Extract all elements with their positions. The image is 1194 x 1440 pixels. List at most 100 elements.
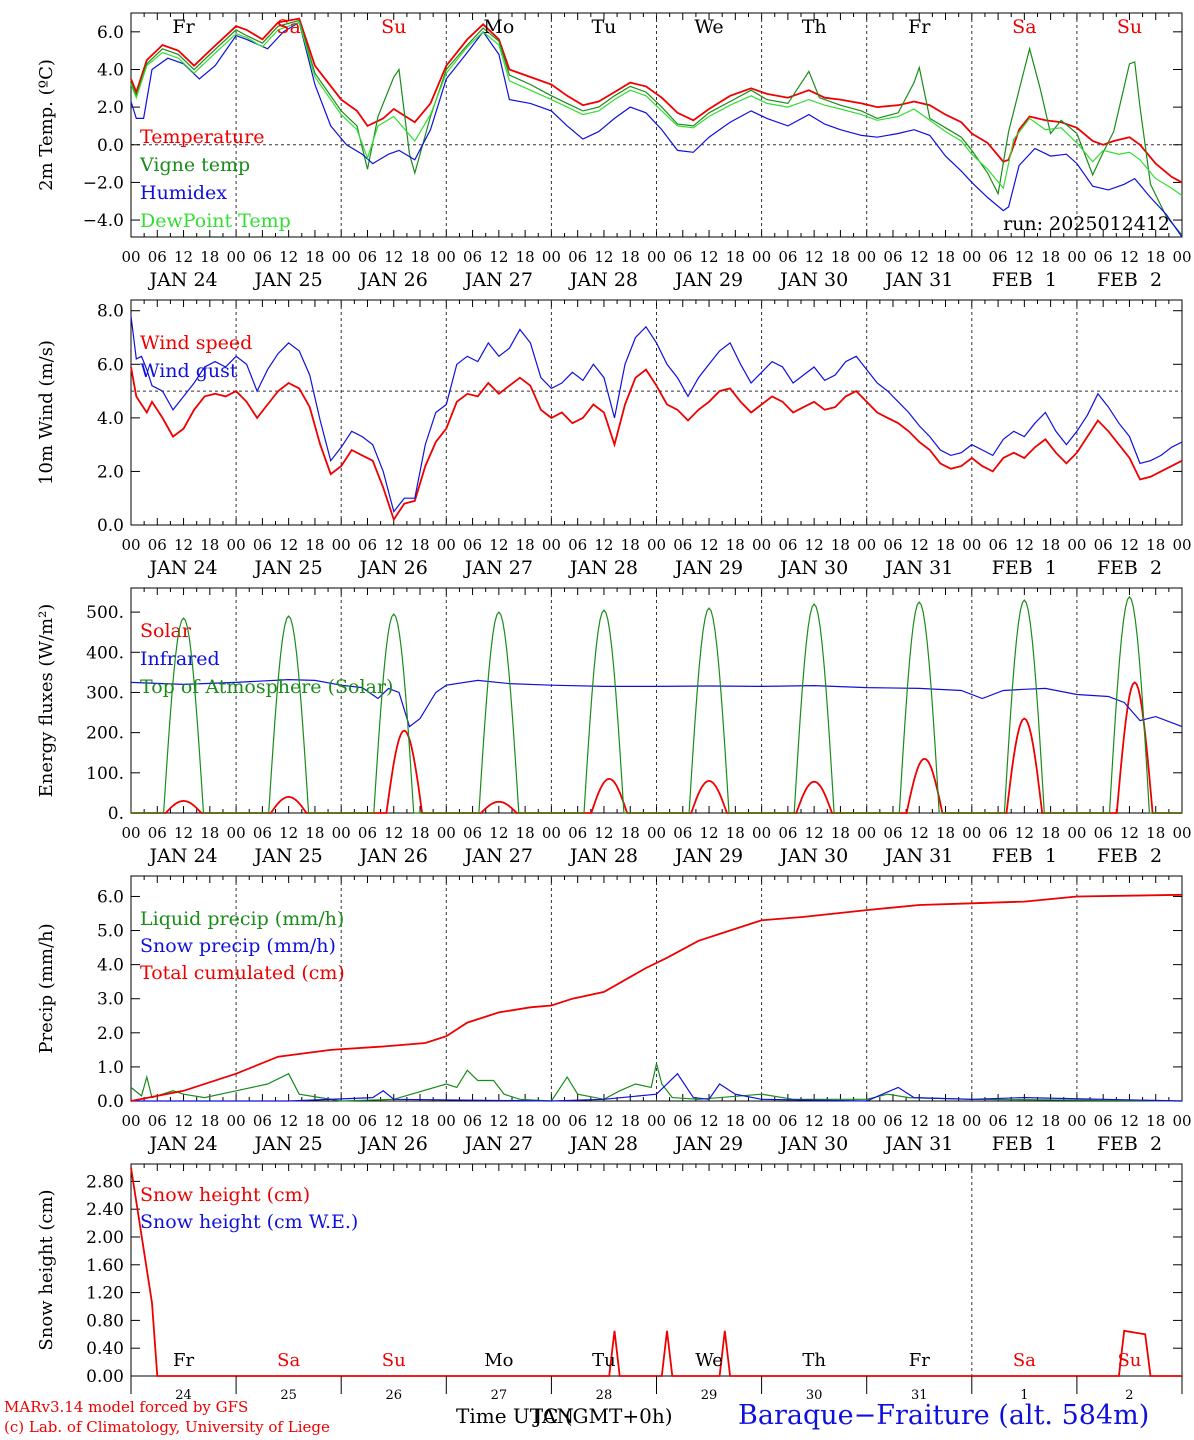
hour-tick-label: 18 <box>831 536 850 554</box>
y-axis-title: 10m Wind (m/s) <box>36 340 57 485</box>
y-tick-label: 200. <box>86 724 124 744</box>
credit-lab: (c) Lab. of Climatology, University of L… <box>4 1418 330 1436</box>
date-label: JAN 26 <box>358 557 428 579</box>
day-number-label: 2 <box>1125 1388 1133 1403</box>
date-label: JAN 24 <box>147 845 217 867</box>
weekday-label-bottom: Su <box>1117 1350 1141 1371</box>
hour-tick-label: 12 <box>1120 1112 1139 1130</box>
date-label: JAN 31 <box>883 557 953 579</box>
hour-tick-label: 06 <box>989 1112 1008 1130</box>
hour-tick-label: 18 <box>936 824 955 842</box>
hour-tick-label: 06 <box>358 248 377 266</box>
legend-entry: Humidex <box>140 182 227 204</box>
y-tick-label: 1.20 <box>86 1284 124 1304</box>
hour-tick-label: 06 <box>358 1112 377 1130</box>
series-line-total-cumulated-cm <box>130 893 1183 1102</box>
hour-tick-label: 18 <box>936 536 955 554</box>
hour-tick-label: 06 <box>148 536 167 554</box>
hour-tick-label: 18 <box>410 248 429 266</box>
y-tick-label: 1.0 <box>97 1058 124 1078</box>
legend-entry: Liquid precip (mm/h) <box>140 908 344 930</box>
y-tick-label: 0.0 <box>97 516 124 536</box>
date-label: JAN 29 <box>673 269 743 291</box>
day-number-label: 25 <box>280 1388 297 1403</box>
date-label: FEB 2 <box>1097 1133 1162 1155</box>
date-label: FEB 1 <box>992 557 1057 579</box>
hour-tick-label: 18 <box>1041 1112 1060 1130</box>
hour-tick-label: 00 <box>1067 248 1086 266</box>
hour-tick-label: 06 <box>463 824 482 842</box>
legend-entry: Snow height (cm W.E.) <box>140 1211 358 1233</box>
hour-tick-label: 12 <box>489 1112 508 1130</box>
y-tick-label: 100. <box>86 764 124 784</box>
legend-entry: Infrared <box>140 648 220 670</box>
hour-tick-label: 06 <box>1094 1112 1113 1130</box>
y-axis-title: Energy fluxes (W/m²) <box>36 604 57 798</box>
run-label: run: 2025012412 <box>1003 213 1170 235</box>
hour-tick-label: 12 <box>174 536 193 554</box>
hour-tick-label: 18 <box>831 248 850 266</box>
date-label: FEB 2 <box>1097 557 1162 579</box>
y-tick-label: 0.0 <box>97 136 124 156</box>
hour-tick-label: 06 <box>883 1112 902 1130</box>
y-tick-label: −4.0 <box>83 211 124 231</box>
hour-tick-label: 18 <box>621 536 640 554</box>
day-number-label: 28 <box>596 1388 613 1403</box>
hour-tick-label: 00 <box>1067 536 1086 554</box>
hour-tick-label: 00 <box>962 536 981 554</box>
hour-tick-label: 12 <box>174 824 193 842</box>
hour-tick-label: 12 <box>489 248 508 266</box>
date-label: JAN 30 <box>778 557 848 579</box>
hour-tick-label: 00 <box>542 824 561 842</box>
date-label: FEB 1 <box>992 1133 1057 1155</box>
hour-tick-label: 12 <box>1120 536 1139 554</box>
hour-tick-label: 12 <box>489 536 508 554</box>
hour-tick-label: 00 <box>437 1112 456 1130</box>
legend-entry: Snow height (cm) <box>140 1184 310 1206</box>
date-label: FEB 1 <box>992 269 1057 291</box>
legend-entry: DewPoint Temp <box>140 210 291 232</box>
y-tick-label: 4.0 <box>97 409 124 429</box>
series-line-snow-height-cm <box>130 1167 1182 1377</box>
hour-tick-label: 00 <box>1067 1112 1086 1130</box>
hour-tick-label: 06 <box>989 536 1008 554</box>
hour-tick-label: 00 <box>752 536 771 554</box>
hour-tick-label: 12 <box>700 1112 719 1130</box>
date-label: JAN 28 <box>568 557 638 579</box>
hour-tick-label: 00 <box>227 536 246 554</box>
y-tick-label: 1.60 <box>86 1256 124 1276</box>
hour-tick-label: 00 <box>332 1112 351 1130</box>
weekday-label-bottom: Tu <box>592 1350 616 1371</box>
hour-tick-label: 00 <box>542 248 561 266</box>
date-label: JAN 25 <box>253 557 323 579</box>
hour-tick-label: 06 <box>148 1112 167 1130</box>
date-label: JAN 27 <box>463 269 533 291</box>
hour-tick-label: 00 <box>542 1112 561 1130</box>
hour-tick-label: 06 <box>358 536 377 554</box>
legend-entry: Total cumulated (cm) <box>140 962 345 984</box>
hour-tick-label: 00 <box>857 1112 876 1130</box>
hour-tick-label: 18 <box>200 536 219 554</box>
hour-tick-label: 12 <box>279 536 298 554</box>
y-tick-label: 6.0 <box>97 887 124 907</box>
hour-tick-label: 18 <box>305 1112 324 1130</box>
plot-frame <box>130 587 1183 814</box>
y-tick-label: 2.0 <box>97 98 124 118</box>
hour-tick-label: 06 <box>1094 248 1113 266</box>
date-label: JAN 25 <box>253 269 323 291</box>
date-label: FEB 2 <box>1097 269 1162 291</box>
hour-tick-label: 00 <box>121 1112 140 1130</box>
hour-tick-label: 06 <box>568 824 587 842</box>
station-name: Baraque−Fraiture (alt. 584m) <box>738 1400 1150 1431</box>
day-number-label: 29 <box>701 1388 718 1403</box>
date-label: JAN 31 <box>883 1133 953 1155</box>
hour-tick-label: 00 <box>227 824 246 842</box>
date-label: JAN 27 <box>463 1133 533 1155</box>
date-label: JAN 28 <box>568 1133 638 1155</box>
hour-tick-label: 12 <box>910 248 929 266</box>
hour-tick-label: 00 <box>542 536 561 554</box>
hour-tick-label: 06 <box>253 824 272 842</box>
series-line-top-of-atmosphere-solar <box>131 595 1182 814</box>
series-line-wind-speed <box>130 366 1183 522</box>
day-number-label: 30 <box>806 1388 823 1403</box>
